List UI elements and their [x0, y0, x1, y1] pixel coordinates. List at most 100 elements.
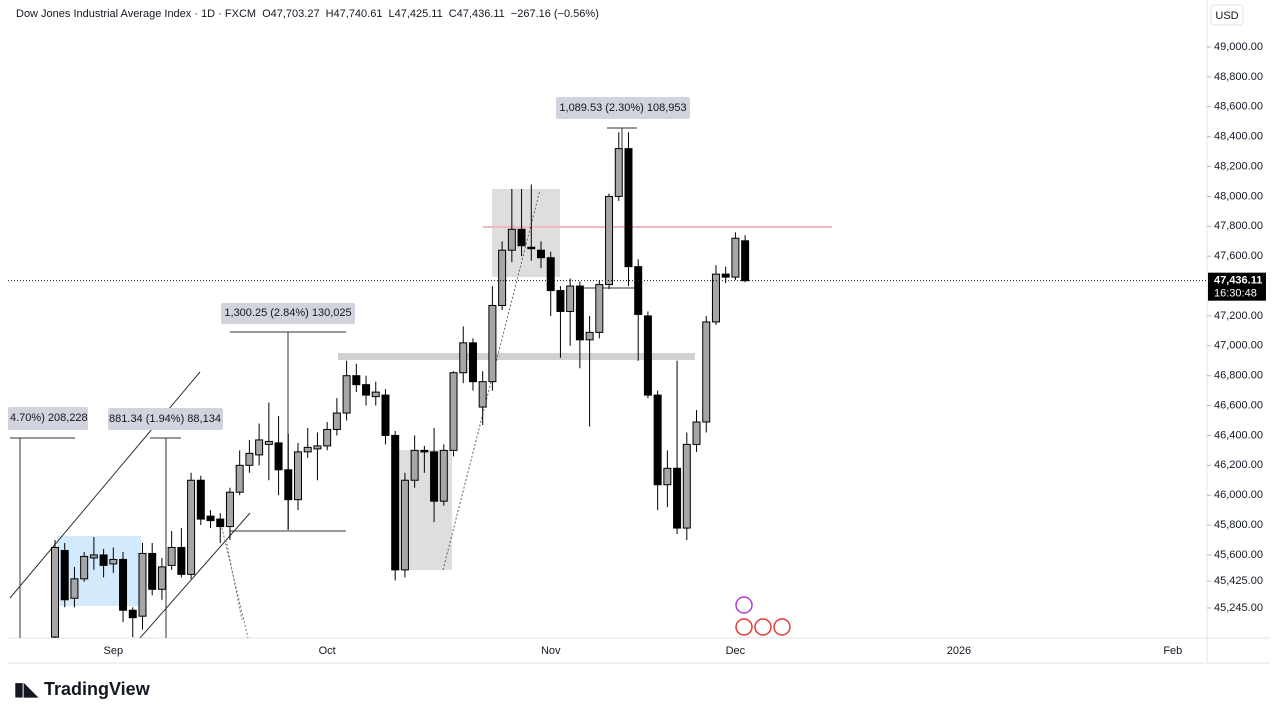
countdown-label: 16:30:48	[1214, 288, 1257, 300]
candle-body	[303, 446, 312, 453]
candle-body	[449, 372, 458, 451]
candle-body	[294, 451, 302, 501]
last-price-label: 47,436.11	[1214, 275, 1262, 287]
change-value: −267.16 (−0.56%)	[510, 8, 599, 20]
candle-body	[167, 546, 176, 566]
ohlc-value: O47,703.27	[262, 8, 320, 20]
candle-body	[575, 285, 584, 341]
candle-body	[313, 445, 322, 450]
y-tick-label: 47,600.00	[1214, 250, 1263, 262]
candle-body	[439, 449, 448, 502]
candle-body	[498, 249, 507, 306]
y-tick-label: 47,200.00	[1214, 310, 1263, 322]
candle-body	[624, 148, 633, 268]
candle-body	[595, 284, 604, 333]
y-tick-label: 45,245.00	[1214, 602, 1263, 614]
candle-body	[731, 237, 740, 278]
candle-body	[89, 554, 98, 559]
candle-body	[673, 467, 682, 529]
ohlc-value: L47,425.11	[388, 8, 443, 20]
candle-body	[138, 552, 147, 617]
y-tick-label: 48,000.00	[1214, 190, 1263, 202]
channel-line	[139, 512, 251, 638]
candle-body	[478, 381, 487, 408]
candle-body	[245, 452, 254, 466]
x-tick-label: Oct	[319, 645, 336, 657]
candle-body	[80, 555, 89, 580]
candle-body	[381, 394, 390, 436]
candle-body	[605, 195, 614, 286]
candle-body	[206, 515, 215, 522]
y-tick-label: 48,600.00	[1214, 101, 1263, 113]
candle-body	[468, 342, 477, 383]
event-icon	[735, 596, 753, 614]
candle-body	[566, 285, 575, 312]
brand-name: TradingView	[44, 679, 151, 699]
y-tick-label: 47,000.00	[1214, 340, 1263, 352]
price-axis: 49,000.00 48,800.00 48,600.00 48,400.00 48,2…	[1207, 41, 1263, 614]
y-tick-label: 45,800.00	[1214, 519, 1263, 531]
candle-body	[119, 558, 128, 611]
candle-body	[51, 546, 59, 638]
candle-body	[60, 549, 69, 601]
measure-label: 4.70%) 208,228	[10, 412, 88, 424]
candle-body	[187, 479, 196, 575]
candle-body	[196, 479, 205, 520]
candle-body	[362, 384, 371, 396]
symbol-header: Dow Jones Industrial Average Index · 1D …	[16, 8, 599, 20]
measure-label: 881.34 (1.94%) 88,134	[109, 413, 221, 425]
zone	[338, 353, 695, 360]
y-tick-label: 48,800.00	[1214, 71, 1263, 83]
ohlc-value: H47,740.61	[325, 8, 383, 20]
candle-body	[430, 451, 439, 502]
currency-box[interactable]	[1210, 4, 1244, 26]
candle-body	[274, 442, 283, 471]
symbol-title: Dow Jones Industrial Average Index · 1D …	[16, 8, 257, 20]
currency-label[interactable]: USD	[1215, 10, 1238, 22]
candle-body	[614, 148, 623, 197]
candle-body	[556, 290, 565, 312]
candle-body	[527, 246, 536, 250]
dotted-line	[219, 519, 249, 638]
candle-body	[634, 266, 643, 315]
candle-body	[264, 440, 273, 445]
event-icon	[754, 618, 772, 636]
x-tick-label: Sep	[104, 645, 124, 657]
candle-body	[692, 421, 701, 445]
y-tick-label: 46,400.00	[1214, 429, 1263, 441]
candle-body	[653, 394, 662, 486]
measure-label: 1,089.53 (2.30%) 108,953	[559, 102, 686, 114]
candle-body	[643, 315, 652, 396]
candle-body	[177, 546, 186, 575]
candle-body	[517, 228, 526, 247]
measure-label: 1,300.25 (2.84%) 130,025	[224, 307, 351, 319]
candle-body	[332, 412, 341, 430]
candle-body	[109, 558, 118, 565]
y-tick-label: 47,800.00	[1214, 220, 1263, 232]
candle-body	[459, 342, 468, 374]
candle-body	[537, 249, 545, 259]
candle-body	[255, 439, 264, 456]
candle-body	[546, 257, 555, 292]
y-tick-label: 46,000.00	[1214, 489, 1263, 501]
y-tick-label: 46,800.00	[1214, 370, 1263, 382]
candle-body	[585, 331, 594, 341]
x-tick-label: Nov	[541, 645, 561, 657]
candle-body	[235, 464, 244, 493]
candle-body	[371, 391, 380, 398]
y-tick-label: 46,200.00	[1214, 459, 1263, 471]
candle-body	[391, 434, 400, 571]
x-tick-label: Dec	[726, 645, 746, 657]
candle-body	[148, 552, 157, 590]
dotted-line	[225, 539, 243, 621]
candle-body	[128, 609, 137, 619]
last-price-tag	[1208, 272, 1266, 301]
y-tick-label: 45,425.00	[1214, 575, 1263, 587]
y-tick-label: 45,600.00	[1214, 549, 1263, 561]
candle-body	[284, 469, 293, 501]
candle-body	[352, 375, 361, 386]
event-icons	[735, 596, 791, 636]
brand-logo: ▮◣	[14, 679, 39, 699]
